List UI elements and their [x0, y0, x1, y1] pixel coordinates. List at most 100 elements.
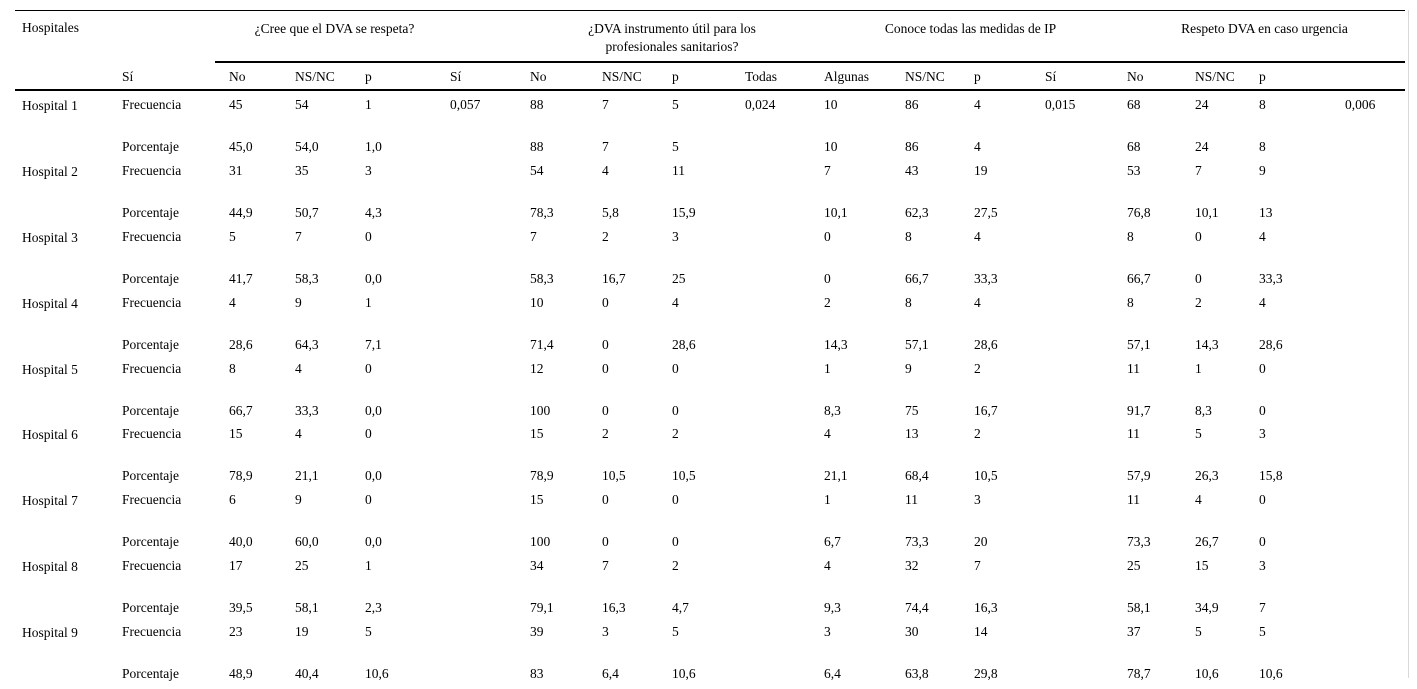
table-cell: 1,0 [365, 139, 382, 154]
table-cell: 0 [365, 228, 372, 244]
column-header: No [1127, 69, 1144, 84]
hospital-cell [15, 462, 115, 467]
table-cell: 100 [530, 534, 551, 550]
table-cell: 0,057 [450, 97, 481, 112]
table-cell: 8,3 [824, 402, 841, 418]
hospital-name: Hospital 8 [22, 559, 78, 575]
table-cell: 9 [295, 294, 302, 310]
group-header-respeto-urgencia-label: Respeto DVA en caso urgencia [1181, 21, 1348, 36]
table-cell: 17 [229, 558, 243, 574]
table-cell: 2 [672, 426, 679, 442]
table-cell: 5 [672, 624, 679, 640]
table-cell [1338, 157, 1405, 162]
table-cell: 78,7 [1127, 666, 1151, 682]
table-cell: 0,024 [745, 97, 776, 112]
table-cell: 4 [295, 360, 302, 376]
row-type-label: Frecuencia [122, 97, 182, 112]
column-header: p [974, 69, 981, 84]
column-header: Sí [122, 69, 134, 84]
table-cell: 0 [1259, 402, 1266, 418]
table-row: Porcentaje 48,9 40,4 10,6 83 6,4 10,6 6,4 63,8 29… [15, 660, 1405, 684]
table-cell: 75 [905, 402, 919, 418]
table-cell: 11 [1127, 426, 1140, 442]
hospital-cell: Hospital 9 [15, 618, 115, 643]
table-cell: 10 [824, 139, 838, 154]
table-cell [1338, 331, 1405, 336]
table-cell [1038, 133, 1120, 138]
table-cell [1338, 552, 1405, 557]
table-cell: 0 [672, 402, 679, 418]
table-cell: 34,9 [1195, 600, 1219, 616]
table-cell: 7 [295, 228, 302, 244]
table-cell: 24 [1195, 139, 1209, 154]
table-cell: 3 [365, 162, 372, 178]
table-cell: 5 [672, 97, 679, 112]
table-cell [1338, 462, 1405, 467]
hospital-cell: Hospital 8 [15, 552, 115, 577]
row-type-label: Frecuencia [122, 426, 182, 442]
table-cell [1338, 660, 1405, 665]
table-cell [1038, 528, 1120, 533]
hospital-cell: Hospital 2 [15, 157, 115, 182]
table-row: Hospital 3 Frecuencia 5 7 0 7 2 3 0 8 4 8 0 4 [15, 223, 1405, 265]
table-cell: 63,8 [905, 666, 929, 682]
header-divider [15, 89, 1405, 91]
table-cell: 43 [905, 162, 919, 178]
table-cell: 0,0 [365, 270, 382, 286]
table-cell: 1 [824, 492, 831, 508]
table-cell: 9 [905, 360, 912, 376]
results-table: Hospitales ¿Cree que el DVA se respeta? … [15, 10, 1405, 689]
group-header-dva-respeta-label: ¿Cree que el DVA se respeta? [254, 21, 415, 36]
row-type-label: Porcentaje [122, 402, 179, 418]
table-cell [738, 462, 817, 467]
table-cell: 19 [295, 624, 309, 640]
table-cell: 5 [229, 228, 236, 244]
table-cell: 35 [295, 162, 309, 178]
table-cell: 13 [1259, 204, 1273, 220]
table-cell: 0 [602, 402, 609, 418]
hospital-name: Hospital 6 [22, 427, 78, 443]
hospital-cell: Hospital 4 [15, 289, 115, 314]
hospital-cell [15, 660, 115, 665]
table-cell [1038, 331, 1120, 336]
table-cell: 0 [365, 492, 372, 508]
table-cell: 45 [229, 97, 243, 112]
table-row: Porcentaje 28,6 64,3 7,1 71,4 0 28,6 14,3 57,1 28… [15, 331, 1405, 355]
group-header-dva-util: ¿DVA instrumento útil para los profesion… [523, 11, 817, 55]
table-cell: 4 [1259, 228, 1266, 244]
table-cell: 0 [602, 534, 609, 550]
hospital-cell [15, 199, 115, 204]
table-cell: 2 [602, 426, 609, 442]
table-cell [738, 397, 817, 402]
table-cell: 0,0 [365, 402, 382, 418]
table-cell: 79,1 [530, 600, 554, 616]
column-header: NS/NC [905, 69, 945, 84]
table-row: Porcentaje 66,7 33,3 0,0 100 0 0 8,3 75 16,7 91,7 8… [15, 397, 1405, 421]
table-cell [1038, 486, 1120, 491]
row-type-label: Frecuencia [122, 228, 182, 244]
table-cell [1038, 618, 1120, 623]
table-cell [1338, 133, 1405, 138]
table-cell: 86 [905, 139, 919, 154]
table-cell: 88 [530, 97, 544, 112]
table-cell: 68 [1127, 139, 1141, 154]
column-header: NS/NC [1195, 69, 1235, 84]
table-cell: 10,6 [1259, 666, 1283, 682]
table-cell: 1 [365, 97, 372, 112]
table-cell [1038, 397, 1120, 402]
table-cell: 0 [602, 492, 609, 508]
table-cell: 0,006 [1345, 97, 1376, 112]
table-row: Hospital 5 Frecuencia 8 4 0 12 0 0 1 9 2 11 1 0 [15, 355, 1405, 397]
table-cell: 0 [365, 426, 372, 442]
table-cell: 0 [602, 360, 609, 376]
table-cell: 83 [530, 666, 544, 682]
hospital-name: Hospital 1 [22, 98, 78, 113]
table-cell: 73,3 [1127, 534, 1151, 550]
table-cell: 2 [974, 360, 981, 376]
table-cell [738, 265, 817, 270]
table-cell: 74,4 [905, 600, 929, 616]
table-cell [443, 133, 523, 138]
table-cell: 14 [974, 624, 988, 640]
table-cell: 4 [974, 139, 981, 154]
table-cell [738, 199, 817, 204]
